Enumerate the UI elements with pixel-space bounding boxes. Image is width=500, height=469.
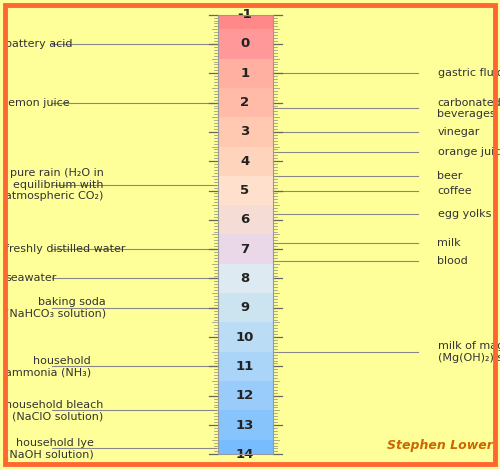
Bar — [218, 234, 272, 264]
Text: 5: 5 — [240, 184, 250, 197]
Text: carbonated
beverages: carbonated beverages — [438, 98, 500, 119]
Bar — [218, 15, 272, 30]
Text: 10: 10 — [236, 331, 254, 344]
Text: household lye
(NaOH solution): household lye (NaOH solution) — [5, 438, 94, 459]
Text: 13: 13 — [236, 418, 254, 431]
Text: household bleach
(NaClO solution): household bleach (NaClO solution) — [5, 400, 103, 421]
Text: 0: 0 — [240, 38, 250, 51]
Text: beer: beer — [438, 171, 463, 181]
Text: 14: 14 — [236, 448, 254, 461]
Bar — [218, 440, 272, 454]
Text: pure rain (H₂O in
equilibrium with
atmospheric CO₂): pure rain (H₂O in equilibrium with atmos… — [5, 168, 103, 201]
Bar — [218, 146, 272, 176]
Bar — [218, 117, 272, 146]
Text: blood: blood — [438, 256, 468, 266]
Bar — [218, 352, 272, 381]
Text: orange juice: orange juice — [438, 147, 500, 158]
Bar — [218, 293, 272, 323]
Text: milk of magnesia
(Mg(OH)₂) solution: milk of magnesia (Mg(OH)₂) solution — [438, 341, 500, 363]
Text: baking soda
(NaHCO₃ solution): baking soda (NaHCO₃ solution) — [5, 297, 106, 318]
Text: egg yolks: egg yolks — [438, 209, 491, 219]
Text: 8: 8 — [240, 272, 250, 285]
Text: battery acid: battery acid — [5, 39, 72, 49]
Text: lemon juice: lemon juice — [5, 98, 70, 107]
Text: Stephen Lower: Stephen Lower — [386, 439, 492, 452]
Text: -1: -1 — [238, 8, 252, 21]
Text: 6: 6 — [240, 213, 250, 227]
Text: milk: milk — [438, 238, 461, 248]
Text: household
ammonia (NH₃): household ammonia (NH₃) — [5, 356, 91, 377]
Text: 1: 1 — [240, 67, 250, 80]
Text: 12: 12 — [236, 389, 254, 402]
Text: coffee: coffee — [438, 186, 472, 196]
Text: 9: 9 — [240, 301, 250, 314]
Text: 7: 7 — [240, 242, 250, 256]
Text: 3: 3 — [240, 125, 250, 138]
Bar — [218, 59, 272, 88]
Text: vinegar: vinegar — [438, 127, 480, 137]
Bar — [218, 15, 272, 454]
Bar — [218, 410, 272, 440]
Text: 11: 11 — [236, 360, 254, 373]
Bar — [218, 30, 272, 59]
Text: 4: 4 — [240, 155, 250, 168]
Bar — [218, 323, 272, 352]
Bar — [218, 176, 272, 205]
Bar — [218, 88, 272, 117]
Text: 2: 2 — [240, 96, 250, 109]
Text: seawater: seawater — [5, 273, 57, 283]
Bar — [218, 205, 272, 234]
Text: freshly distilled water: freshly distilled water — [5, 244, 126, 254]
Text: gastric fluid: gastric fluid — [438, 68, 500, 78]
Bar — [218, 381, 272, 410]
Bar — [218, 264, 272, 293]
